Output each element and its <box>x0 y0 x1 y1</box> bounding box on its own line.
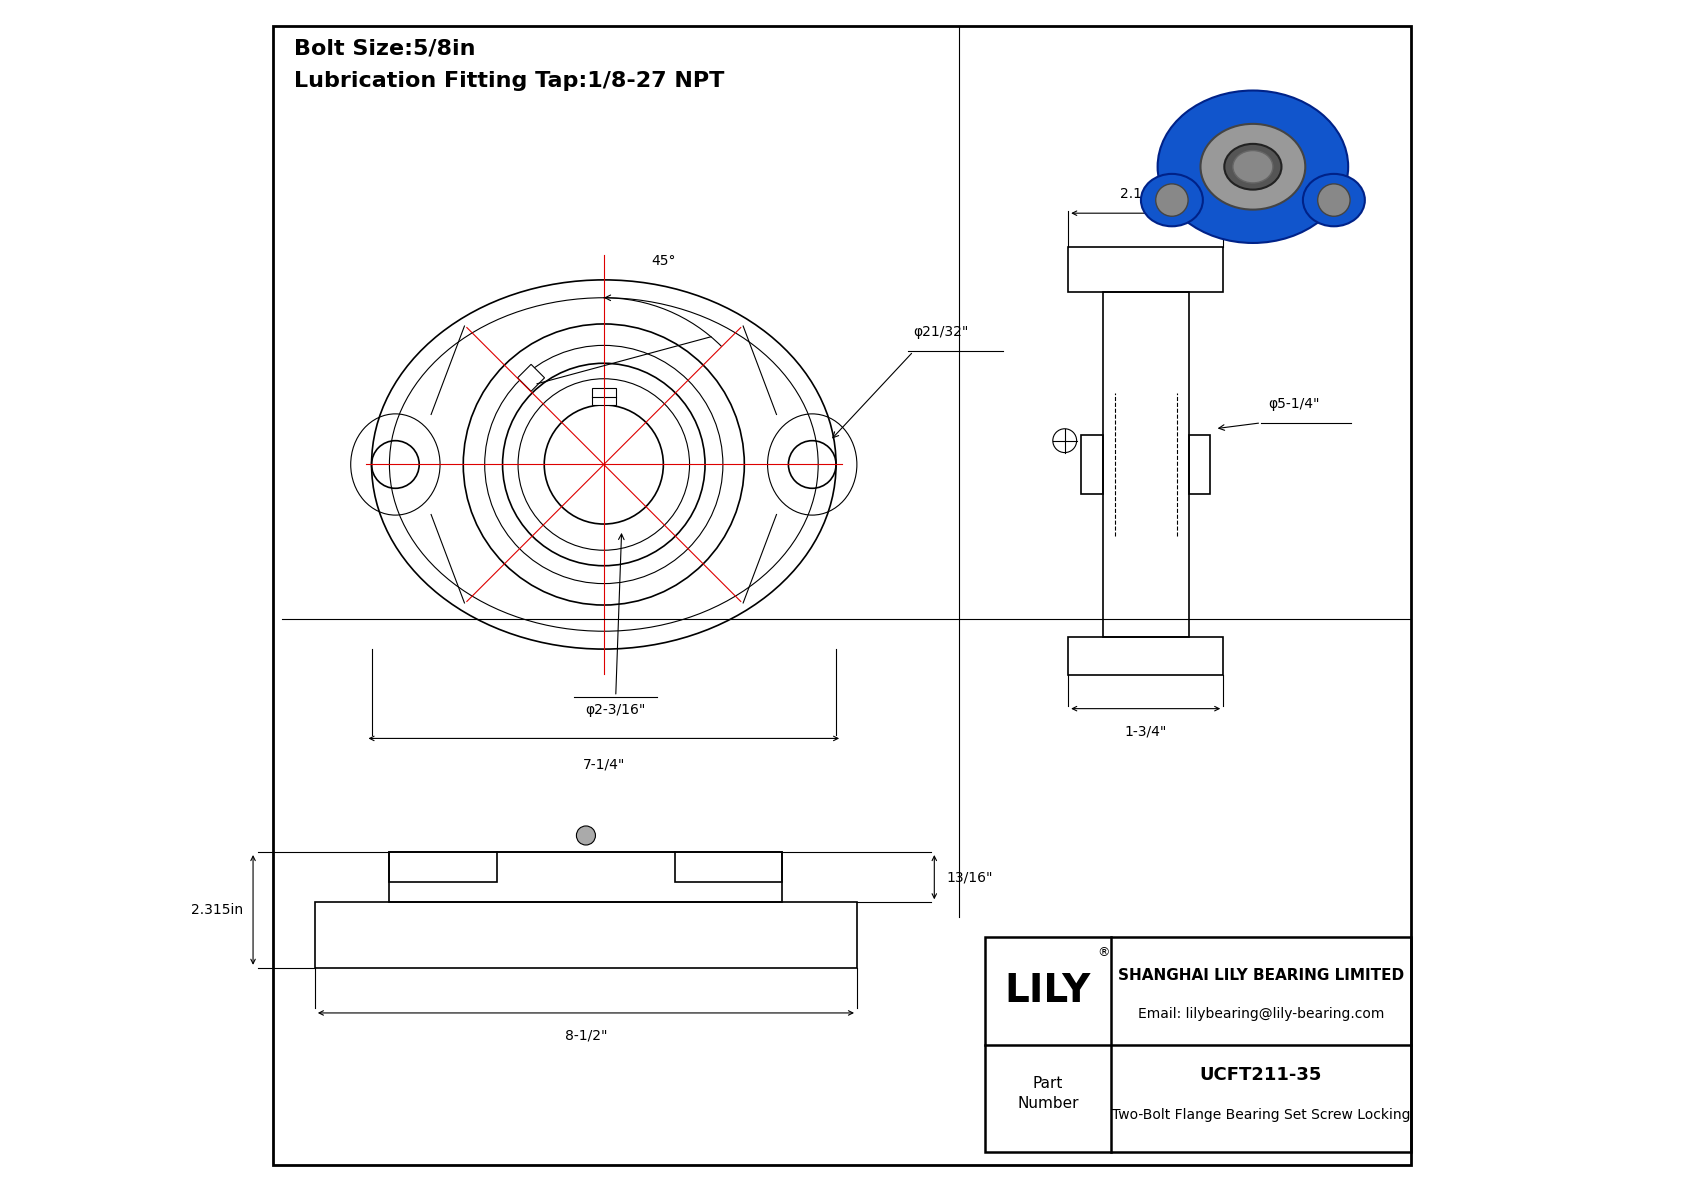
Bar <box>1068 637 1223 675</box>
Bar <box>389 853 497 881</box>
Bar <box>1103 292 1189 637</box>
Text: Bolt Size:5/8in: Bolt Size:5/8in <box>295 38 475 58</box>
Bar <box>315 903 857 967</box>
Bar <box>1068 247 1223 292</box>
Text: 8-1/2": 8-1/2" <box>564 1029 608 1042</box>
Ellipse shape <box>1201 124 1305 210</box>
Text: φ5-1/4": φ5-1/4" <box>1268 397 1320 411</box>
Text: SHANGHAI LILY BEARING LIMITED: SHANGHAI LILY BEARING LIMITED <box>1118 968 1404 984</box>
Circle shape <box>1317 183 1351 217</box>
Bar <box>1189 435 1211 494</box>
Ellipse shape <box>1224 144 1282 189</box>
Text: 1-3/4": 1-3/4" <box>1125 724 1167 738</box>
Text: Email: lilybearing@lily-bearing.com: Email: lilybearing@lily-bearing.com <box>1138 1008 1384 1022</box>
Text: ®: ® <box>1098 947 1110 959</box>
Text: 2.315in: 2.315in <box>192 903 244 917</box>
Circle shape <box>576 827 596 846</box>
Text: Two-Bolt Flange Bearing Set Screw Locking: Two-Bolt Flange Bearing Set Screw Lockin… <box>1111 1109 1410 1122</box>
Ellipse shape <box>1303 174 1364 226</box>
Bar <box>985 937 1411 1152</box>
Ellipse shape <box>1233 150 1273 183</box>
Ellipse shape <box>1142 174 1202 226</box>
Text: 2.189in: 2.189in <box>1120 187 1172 201</box>
Text: Lubrication Fitting Tap:1/8-27 NPT: Lubrication Fitting Tap:1/8-27 NPT <box>295 71 724 92</box>
Text: LILY: LILY <box>1005 972 1091 1010</box>
Bar <box>517 364 544 392</box>
Ellipse shape <box>1157 91 1349 243</box>
Text: 45°: 45° <box>652 254 675 268</box>
Bar <box>591 388 616 405</box>
Text: φ21/32": φ21/32" <box>913 325 968 339</box>
Bar <box>675 853 783 881</box>
Text: Part
Number: Part Number <box>1017 1077 1078 1111</box>
Circle shape <box>1155 183 1189 217</box>
Text: 7-1/4": 7-1/4" <box>583 757 625 772</box>
Bar <box>389 853 783 903</box>
Bar <box>1081 435 1103 494</box>
Text: 13/16": 13/16" <box>946 871 992 884</box>
Text: UCFT211-35: UCFT211-35 <box>1199 1066 1322 1084</box>
Text: φ2-3/16": φ2-3/16" <box>586 703 647 717</box>
